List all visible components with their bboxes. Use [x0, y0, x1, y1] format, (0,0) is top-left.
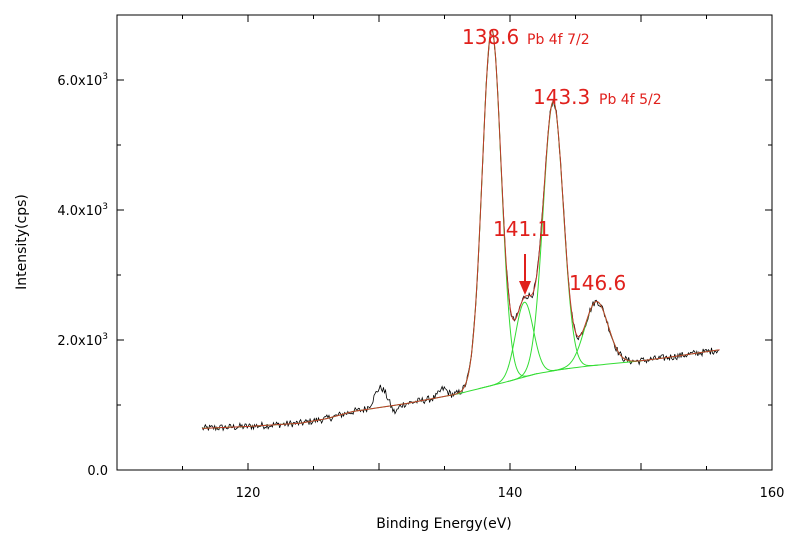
x-tick-label: 160 [760, 486, 785, 501]
y-tick-label: 4.0x103 [57, 202, 108, 219]
series-group [201, 29, 720, 432]
arrow-icon [519, 254, 531, 295]
fit-envelope-line [202, 29, 720, 429]
x-tick-label: 140 [498, 486, 523, 501]
peak-label-name: Pb 4f 7/2 [527, 32, 590, 48]
annotation-pb4f52: 143.3 Pb 4f 5/2 [533, 85, 662, 109]
y-tick-label: 2.0x103 [57, 332, 108, 349]
component-peak-line [445, 29, 538, 397]
component-peak-line [507, 101, 600, 383]
peak-label-name: Pb 4f 5/2 [599, 92, 662, 108]
y-tick-label: 6.0x103 [57, 72, 108, 89]
annotation-pb4f72: 138.6 Pb 4f 7/2 [462, 25, 590, 49]
x-tick-label: 120 [236, 486, 261, 501]
peak-label-value: 138.6 [462, 25, 519, 49]
x-axis-title: Binding Energy(eV) [376, 516, 511, 532]
axis-ticks: 120 140 160 0.0 2.0x103 4.0x103 6.0x103 [57, 14, 785, 501]
raw-spectrum-line [201, 29, 720, 432]
background-line [202, 349, 719, 429]
y-axis-title: Intensity(cps) [14, 194, 30, 290]
peak-label-141: 141.1 [493, 217, 550, 241]
peak-label-146: 146.6 [569, 271, 626, 295]
y-tick-label: 0.0 [87, 464, 108, 479]
peak-label-value: 143.3 [533, 85, 590, 109]
plot-frame [116, 14, 773, 471]
